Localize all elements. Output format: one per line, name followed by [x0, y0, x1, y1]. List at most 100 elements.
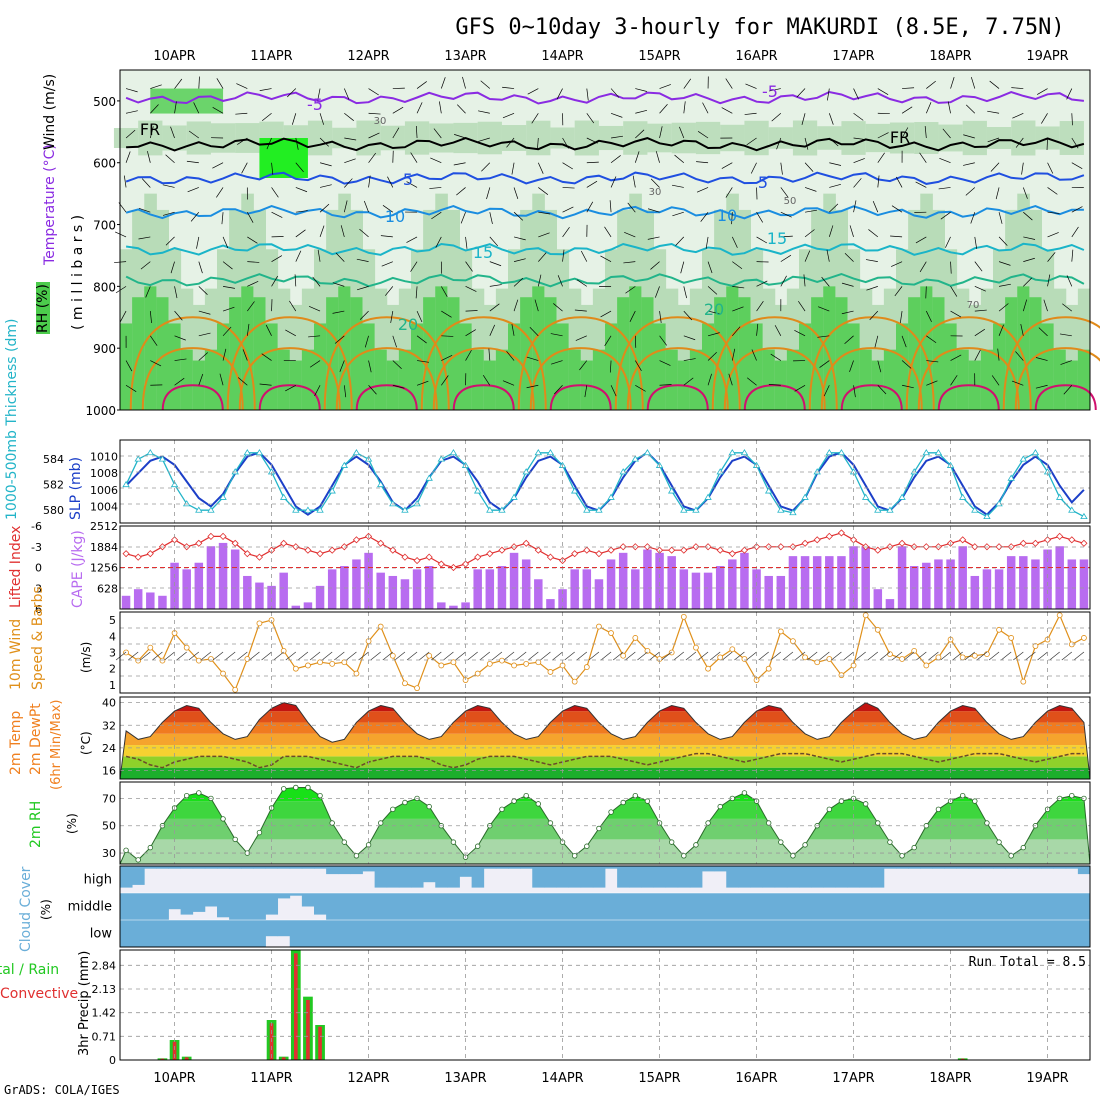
rh-dark-column: [944, 323, 958, 410]
wind-barb: [901, 384, 914, 389]
wind-barb: [335, 252, 345, 262]
wind-barb: [780, 254, 792, 262]
cloud-bar-cloud_low: [423, 920, 436, 947]
cloud-bar-cloud_mid: [932, 893, 945, 920]
wind-barb: [431, 211, 442, 220]
wind-barb: [989, 80, 1000, 89]
wind-barb: [537, 137, 539, 150]
wind-barb: [974, 261, 983, 272]
wind-barb: [683, 78, 692, 89]
wind-barb: [145, 286, 151, 298]
cloud-bar-cloud_low: [762, 920, 776, 947]
date-label-top: 15APR: [638, 49, 680, 64]
wind-barb-10m: [588, 651, 600, 661]
wind-barb: [659, 360, 671, 366]
wind-barb-10m: [382, 651, 394, 661]
thickness-point: [401, 506, 409, 513]
wind-speed-point: [583, 664, 590, 670]
wind-barb: [562, 137, 569, 149]
wind-speed-point: [232, 686, 239, 693]
cloud-bar-cloud_mid: [520, 893, 533, 920]
wind-speed-point: [923, 662, 930, 669]
wind-barb: [1066, 88, 1073, 100]
cloud-bar-cloud_low: [859, 920, 873, 947]
thickness-point: [619, 468, 627, 475]
wind-barb-10m: [734, 651, 745, 661]
cape-bar: [643, 549, 652, 609]
cloud-bar-cloud_high: [871, 866, 885, 888]
cloud-bar-cloud_low: [811, 920, 824, 947]
wind-barb: [308, 335, 321, 338]
cloud-bar-cloud_mid: [471, 893, 485, 920]
wind-barb: [368, 132, 380, 139]
wind-barb: [776, 137, 782, 150]
wind-barb-10m: [891, 651, 903, 661]
wind-barb: [798, 300, 806, 312]
cape-bar: [133, 589, 143, 609]
cloud-bar-cloud_high: [823, 866, 836, 888]
wind-barb: [990, 162, 1000, 172]
thickness-point: [971, 506, 979, 513]
thickness-point: [182, 500, 191, 507]
wind-barb: [604, 335, 612, 347]
cape-bar: [218, 542, 228, 609]
temp-tick: 32: [102, 719, 116, 732]
rh-point: [911, 844, 917, 851]
cape-bar: [1019, 556, 1028, 609]
rh-dark-column: [859, 349, 873, 410]
wind-barb: [170, 126, 175, 139]
cloud-bar-cloud_high: [665, 866, 679, 888]
rh-point: [959, 792, 966, 799]
cape-bar: [788, 556, 798, 609]
wind-barb: [794, 330, 806, 337]
wind-barb: [1046, 137, 1048, 151]
boundary-layer-arc: [549, 384, 612, 411]
rh-dark-column: [508, 323, 521, 410]
cape-bar: [255, 582, 264, 609]
cloud-bar-cloud_high: [483, 866, 497, 869]
cloud-bar-cloud_low: [823, 920, 836, 947]
cloud-bar-cloud_mid: [265, 893, 279, 915]
rh-point: [377, 820, 384, 826]
cloud-bar-cloud_mid: [908, 893, 921, 920]
wind-barb: [115, 286, 127, 294]
boundary-layer-arc: [840, 384, 903, 411]
wind-barb: [317, 249, 321, 262]
wind-speed-point: [341, 659, 348, 666]
contour-label: 20: [704, 300, 724, 319]
rh-point: [196, 790, 202, 796]
wind-barb: [430, 157, 442, 164]
wind-barb: [829, 162, 842, 166]
wind-speed-point: [632, 635, 639, 641]
rh-dark-column: [120, 323, 133, 410]
pressure-tick: 500: [93, 95, 116, 109]
wind-barb: [271, 187, 279, 198]
boundary-layer-arc: [529, 347, 632, 411]
wind-barb: [1060, 360, 1072, 365]
wind-barb: [174, 310, 183, 321]
cloud-bar-cloud_high: [180, 866, 194, 869]
cloud-level-label: low: [90, 927, 113, 942]
pressure-tick: 900: [93, 342, 116, 356]
wind-barb: [538, 252, 547, 262]
slp-axis-label: SLP (mb): [68, 457, 84, 520]
rh-point: [317, 792, 323, 799]
thickness-point: [195, 506, 203, 513]
wind-barb: [610, 112, 623, 118]
cloud-bar-cloud_low: [217, 920, 230, 947]
rh-band: [120, 839, 1090, 864]
wind-barb: [926, 335, 937, 344]
rh-dark-column: [144, 286, 157, 410]
boundary-layer-arc: [452, 384, 515, 411]
wind-barb: [974, 349, 981, 361]
wind-barb: [162, 211, 175, 216]
lifted-index-point: [401, 553, 409, 561]
rh-point: [996, 839, 1002, 845]
wind-barb-10m: [394, 651, 406, 661]
wind-speed-point: [135, 657, 142, 664]
cloud-bar-cloud_low: [532, 920, 545, 947]
wind-barb: [344, 178, 353, 188]
wind-barb-10m: [685, 651, 697, 661]
wind-barb: [359, 228, 369, 238]
wind-speed-point: [305, 662, 311, 669]
